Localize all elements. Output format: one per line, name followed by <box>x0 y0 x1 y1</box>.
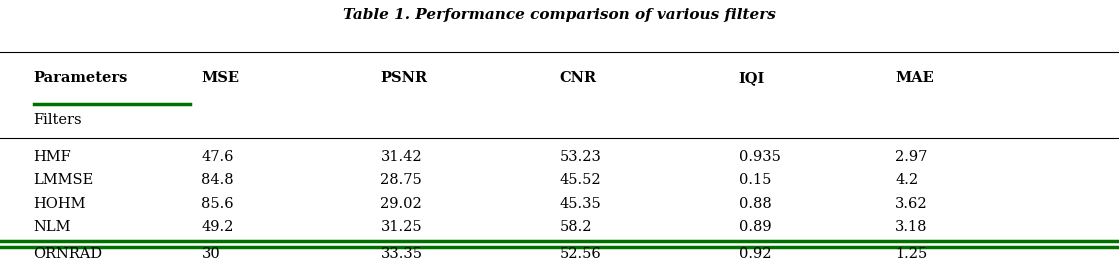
Text: Filters: Filters <box>34 113 82 127</box>
Text: MAE: MAE <box>895 71 934 85</box>
Text: 0.15: 0.15 <box>739 173 771 187</box>
Text: 0.88: 0.88 <box>739 197 771 211</box>
Text: 33.35: 33.35 <box>380 247 423 261</box>
Text: 4.2: 4.2 <box>895 173 919 187</box>
Text: 52.56: 52.56 <box>560 247 601 261</box>
Text: LMMSE: LMMSE <box>34 173 94 187</box>
Text: 2.97: 2.97 <box>895 150 928 164</box>
Text: 3.18: 3.18 <box>895 220 928 234</box>
Text: 45.52: 45.52 <box>560 173 601 187</box>
Text: 85.6: 85.6 <box>201 197 234 211</box>
Text: 1.25: 1.25 <box>895 247 928 261</box>
Text: IQI: IQI <box>739 71 764 85</box>
Text: 58.2: 58.2 <box>560 220 592 234</box>
Text: HOHM: HOHM <box>34 197 86 211</box>
Text: ORNRAD: ORNRAD <box>34 247 103 261</box>
Text: 0.92: 0.92 <box>739 247 771 261</box>
Text: 28.75: 28.75 <box>380 173 422 187</box>
Text: Parameters: Parameters <box>34 71 128 85</box>
Text: 84.8: 84.8 <box>201 173 234 187</box>
Text: 31.42: 31.42 <box>380 150 422 164</box>
Text: PSNR: PSNR <box>380 71 427 85</box>
Text: 29.02: 29.02 <box>380 197 422 211</box>
Text: 3.62: 3.62 <box>895 197 928 211</box>
Text: 49.2: 49.2 <box>201 220 234 234</box>
Text: 45.35: 45.35 <box>560 197 601 211</box>
Text: 30: 30 <box>201 247 220 261</box>
Text: HMF: HMF <box>34 150 72 164</box>
Text: 0.89: 0.89 <box>739 220 771 234</box>
Text: CNR: CNR <box>560 71 596 85</box>
Text: 47.6: 47.6 <box>201 150 234 164</box>
Text: 31.25: 31.25 <box>380 220 422 234</box>
Text: 0.935: 0.935 <box>739 150 780 164</box>
Text: Table 1. Performance comparison of various filters: Table 1. Performance comparison of vario… <box>344 8 775 22</box>
Text: 53.23: 53.23 <box>560 150 601 164</box>
Text: NLM: NLM <box>34 220 72 234</box>
Text: MSE: MSE <box>201 71 239 85</box>
